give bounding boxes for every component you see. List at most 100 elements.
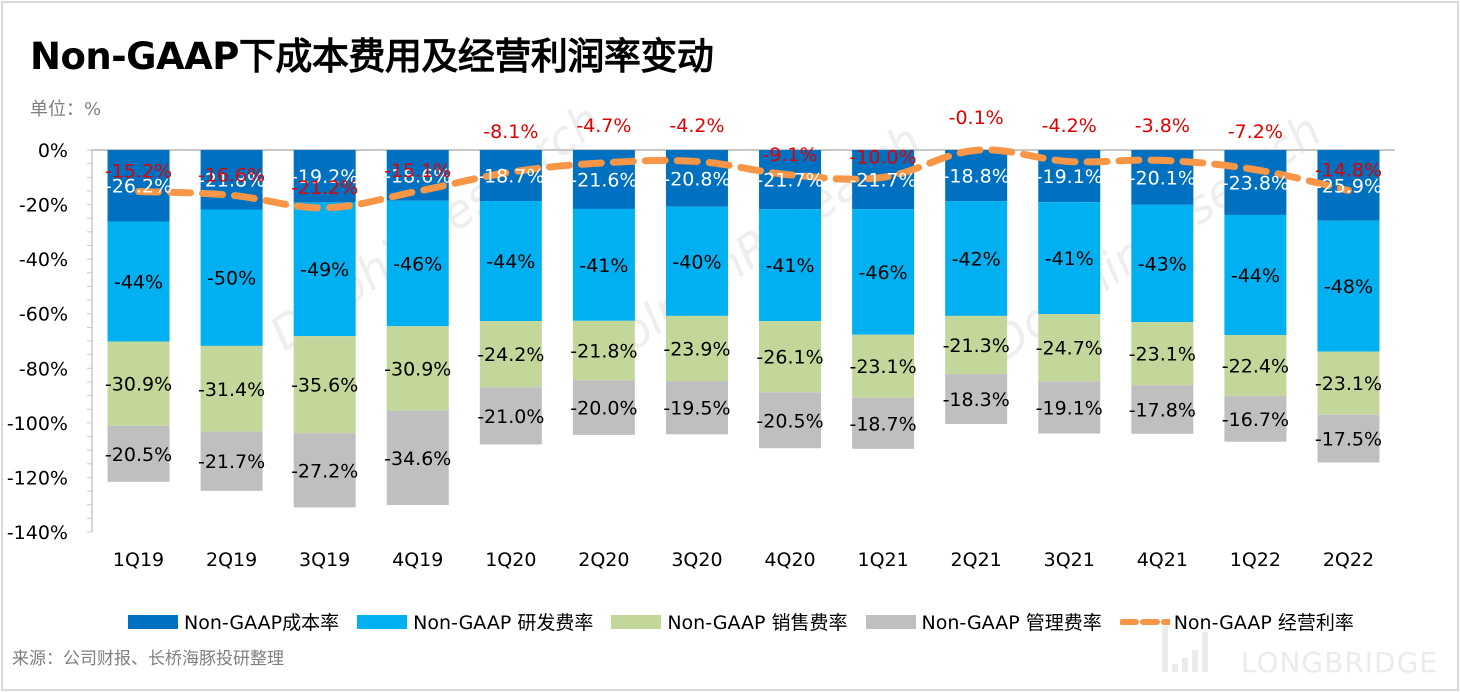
data-label-cost: -18.8% (943, 166, 1010, 188)
data-label-cost: -21.8% (198, 170, 265, 192)
data-label-rd: -41% (765, 255, 814, 277)
data-label-rd: -44% (114, 272, 163, 294)
x-tick-label: 4Q20 (764, 549, 815, 571)
x-tick-label: 4Q21 (1137, 549, 1188, 571)
data-label-cost: -20.1% (1129, 167, 1196, 189)
bar-segment-sales (852, 334, 915, 398)
data-label-admin: -19.1% (1036, 397, 1103, 419)
y-tick-label: -40% (19, 249, 68, 271)
bar-segment-sales (1038, 313, 1101, 382)
y-tick-label: -20% (19, 195, 68, 217)
x-tick-label: 4Q19 (392, 549, 443, 571)
y-tick-label: -60% (19, 304, 68, 326)
data-label-admin: -20.5% (756, 410, 823, 432)
bar-segment-sales (293, 336, 356, 434)
data-label-sales: -23.1% (849, 356, 916, 378)
bar-segment-sales (759, 321, 822, 393)
bar-segment-cost (1224, 150, 1287, 215)
bar-segment-admin (759, 392, 822, 449)
data-label-op-margin: -4.2% (669, 115, 724, 137)
bar-segment-admin (1038, 381, 1101, 434)
legend-item-cost[interactable]: Non-GAAP成本率 (128, 608, 339, 635)
x-tick-label: 2Q19 (206, 549, 257, 571)
y-tick-label: -80% (19, 358, 68, 380)
data-label-admin: -34.6% (384, 448, 451, 470)
bar-segment-rd (479, 201, 542, 322)
data-label-op-margin: -4.2% (1042, 115, 1097, 137)
x-tick-label: 1Q21 (857, 549, 908, 571)
data-label-rd: -49% (300, 259, 349, 281)
legend-label: Non-GAAP 研发费率 (413, 612, 594, 634)
bar-segment-admin (1131, 385, 1194, 434)
data-label-cost: -25.9% (1315, 175, 1382, 197)
legend-swatch-op-margin (1119, 618, 1170, 625)
bar-segment-admin (200, 431, 263, 491)
legend-item-admin[interactable]: Non-GAAP 管理费率 (865, 608, 1102, 635)
y-tick-label: -120% (7, 467, 68, 489)
data-label-rd: -43% (1138, 254, 1187, 276)
data-label-cost: -21.7% (756, 170, 823, 192)
bar-segment-rd (1038, 202, 1101, 314)
data-label-cost: -23.8% (1222, 172, 1289, 194)
bar-segment-rd (759, 209, 822, 322)
data-label-op-margin: -10.0% (849, 146, 916, 168)
data-label-cost: -20.8% (663, 168, 730, 190)
data-label-sales: -24.7% (1036, 338, 1103, 360)
data-label-admin: -21.7% (198, 451, 265, 473)
data-label-cost: -19.1% (1036, 166, 1103, 188)
data-label-rd: -41% (579, 255, 628, 277)
data-label-sales: -31.4% (198, 379, 265, 401)
data-label-rd: -48% (1324, 276, 1373, 298)
bar-segment-rd (1224, 214, 1287, 335)
legend-label: Non-GAAP成本率 (184, 612, 340, 634)
x-tick-label: 1Q19 (113, 549, 164, 571)
bar-segment-rd (1131, 204, 1194, 323)
watermark-text: LONGBRIDGE (1240, 646, 1438, 679)
data-label-sales: -21.3% (943, 335, 1010, 357)
bar-segment-rd (200, 209, 263, 346)
bar-segment-admin (479, 387, 542, 445)
bar-segment-sales (1131, 322, 1194, 386)
bar-segment-sales (572, 320, 635, 381)
bar-segment-admin (945, 374, 1008, 424)
data-label-op-margin: -16.6% (198, 164, 265, 186)
bar-segment-admin (386, 410, 449, 505)
data-label-cost: -21.7% (849, 170, 916, 192)
data-label-sales: -22.4% (1222, 356, 1289, 378)
legend-item-op-margin[interactable]: Non-GAAP 经营利率 (1119, 608, 1354, 635)
data-label-admin: -18.7% (849, 413, 916, 435)
data-label-rd: -41% (1045, 248, 1094, 270)
data-label-op-margin: -21.2% (291, 177, 358, 199)
legend-item-rd[interactable]: Non-GAAP 研发费率 (357, 608, 593, 635)
data-label-op-margin: -7.2% (1228, 121, 1283, 143)
bar-segment-cost (107, 150, 170, 222)
bar-segment-rd (945, 201, 1008, 316)
data-label-rd: -50% (207, 268, 256, 290)
bar-segment-sales (200, 345, 263, 432)
x-tick-label: 3Q21 (1044, 549, 1095, 571)
data-label-op-margin: -3.8% (1135, 115, 1190, 137)
data-label-sales: -23.1% (1315, 373, 1382, 395)
bar-segment-sales (1317, 351, 1380, 415)
data-label-admin: -27.2% (291, 460, 358, 482)
legend-swatch-rd (357, 614, 408, 629)
data-label-cost: -18.6% (384, 165, 451, 187)
legend-item-sales[interactable]: Non-GAAP 销售费率 (611, 608, 848, 635)
legend-swatch-cost (128, 614, 178, 629)
bar-segment-admin (852, 397, 915, 449)
x-tick-label: 2Q20 (578, 549, 629, 571)
data-label-op-margin: -0.1% (949, 107, 1004, 129)
bar-segment-rd (852, 209, 915, 335)
bar-segment-admin (572, 380, 635, 435)
unit-label: 单位：% (30, 99, 102, 120)
legend-label: Non-GAAP 管理费率 (921, 612, 1102, 634)
data-label-admin: -19.5% (663, 398, 730, 420)
x-tick-label: 1Q22 (1230, 549, 1281, 571)
chart-title: Non-GAAP下成本费用及经营利润率变动 (30, 35, 714, 78)
bar-segment-cost (293, 150, 356, 203)
x-tick-label: 3Q20 (671, 549, 722, 571)
data-label-sales: -23.9% (663, 339, 730, 361)
data-label-rd: -40% (672, 251, 721, 273)
